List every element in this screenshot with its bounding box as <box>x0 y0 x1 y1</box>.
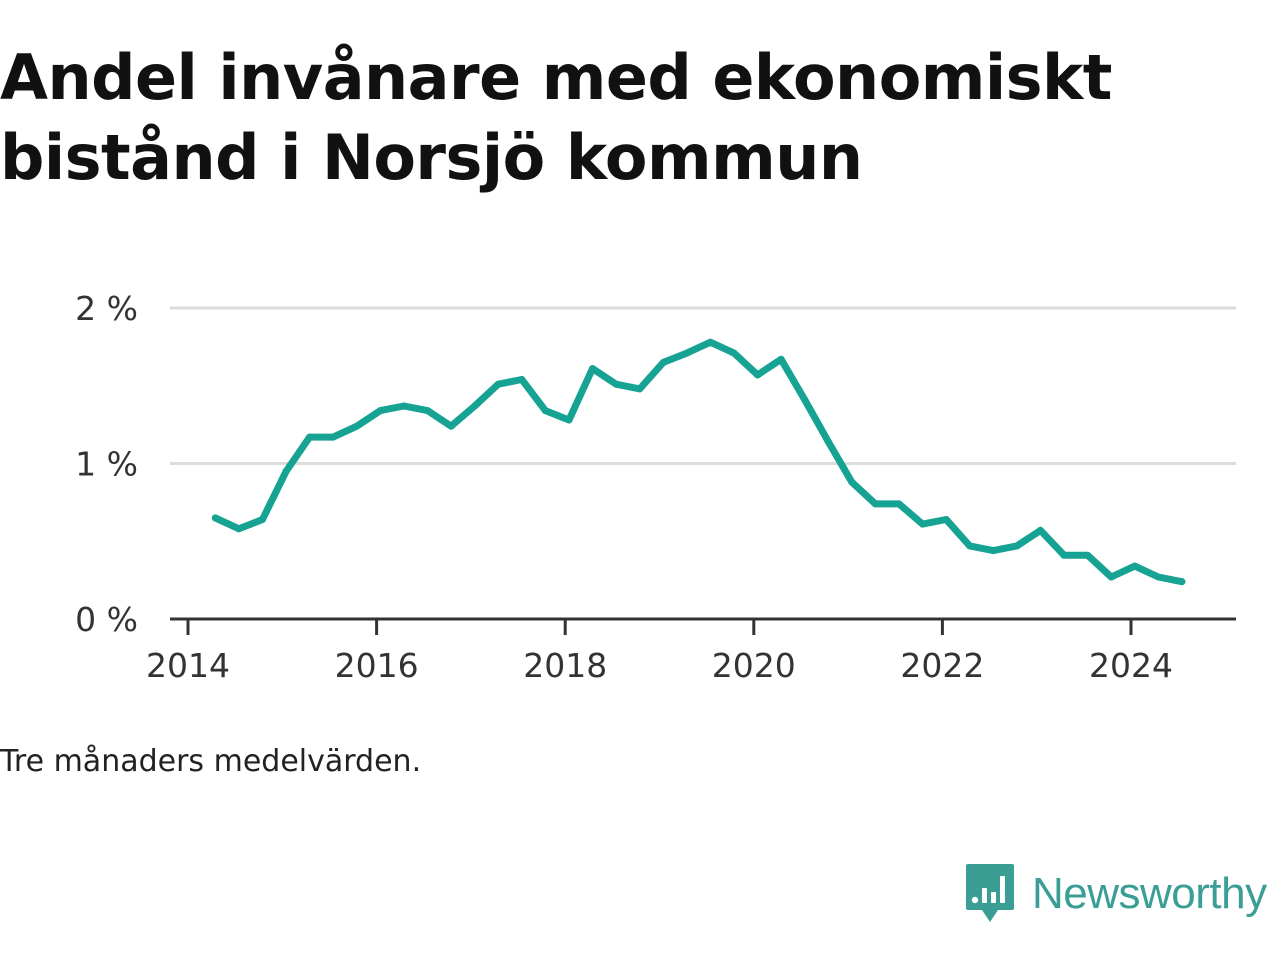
x-tick-label: 2020 <box>712 646 796 685</box>
y-axis-ticks: 0 % 1 % 2 % <box>75 289 138 639</box>
series-point <box>1060 551 1068 559</box>
x-tick-label: 2016 <box>335 646 419 685</box>
series-point <box>1154 573 1162 581</box>
series-group <box>211 338 1186 586</box>
series-line <box>211 338 1186 586</box>
series-point <box>1084 551 1092 559</box>
series-point <box>306 433 314 441</box>
series-point <box>777 355 785 363</box>
series-point <box>871 500 879 508</box>
series-point <box>966 542 974 550</box>
series-point <box>471 402 479 410</box>
chart-note: Tre månaders medelvärden. <box>0 744 422 779</box>
series-point <box>211 514 219 522</box>
series-point <box>258 515 266 523</box>
series-point <box>353 422 361 430</box>
series-point <box>706 338 714 346</box>
series-point <box>730 349 738 357</box>
series-point <box>919 520 927 528</box>
series-point <box>424 407 432 415</box>
y-tick-label: 2 % <box>75 289 138 328</box>
series-point <box>942 515 950 523</box>
series-point <box>1178 578 1186 586</box>
x-tick-label: 2018 <box>523 646 607 685</box>
series-point <box>1107 573 1115 581</box>
brand-logo: Newsworthy <box>964 862 1280 926</box>
x-tick-label: 2024 <box>1089 646 1173 685</box>
series-point <box>754 371 762 379</box>
series-point <box>1036 526 1044 534</box>
series-point <box>659 358 667 366</box>
y-tick-label: 1 % <box>75 445 138 484</box>
gridlines <box>170 306 1236 465</box>
series-point <box>824 438 832 446</box>
y-tick-label: 0 % <box>75 600 138 639</box>
series-point <box>518 376 526 384</box>
series-point <box>801 396 809 404</box>
series-point <box>895 500 903 508</box>
series-point <box>636 385 644 393</box>
line-chart: 2014 2016 2018 2020 2022 2024 0 % 1 % 2 % <box>75 289 1236 685</box>
series-point <box>447 422 455 430</box>
series-point <box>376 407 384 415</box>
series-point <box>494 380 502 388</box>
series-point <box>1013 542 1021 550</box>
x-tick-label: 2022 <box>900 646 984 685</box>
series-point <box>612 380 620 388</box>
series-point <box>400 402 408 410</box>
series-point <box>235 525 243 533</box>
series-point <box>989 547 997 555</box>
series-point <box>541 407 549 415</box>
series-point <box>282 467 290 475</box>
series-point <box>848 478 856 486</box>
brand-name: Newsworthy <box>1032 869 1267 918</box>
newsworthy-logo-icon <box>966 864 1014 922</box>
x-axis-ticks: 2014 2016 2018 2020 2022 2024 <box>146 619 1173 685</box>
series-point <box>683 349 691 357</box>
x-tick-label: 2014 <box>146 646 230 685</box>
series-point <box>329 433 337 441</box>
chart-title: Andel invånare med ekonomiskt bistånd i … <box>0 41 1112 194</box>
series-point <box>589 365 597 373</box>
series-point <box>1131 562 1139 570</box>
series-point <box>565 416 573 424</box>
